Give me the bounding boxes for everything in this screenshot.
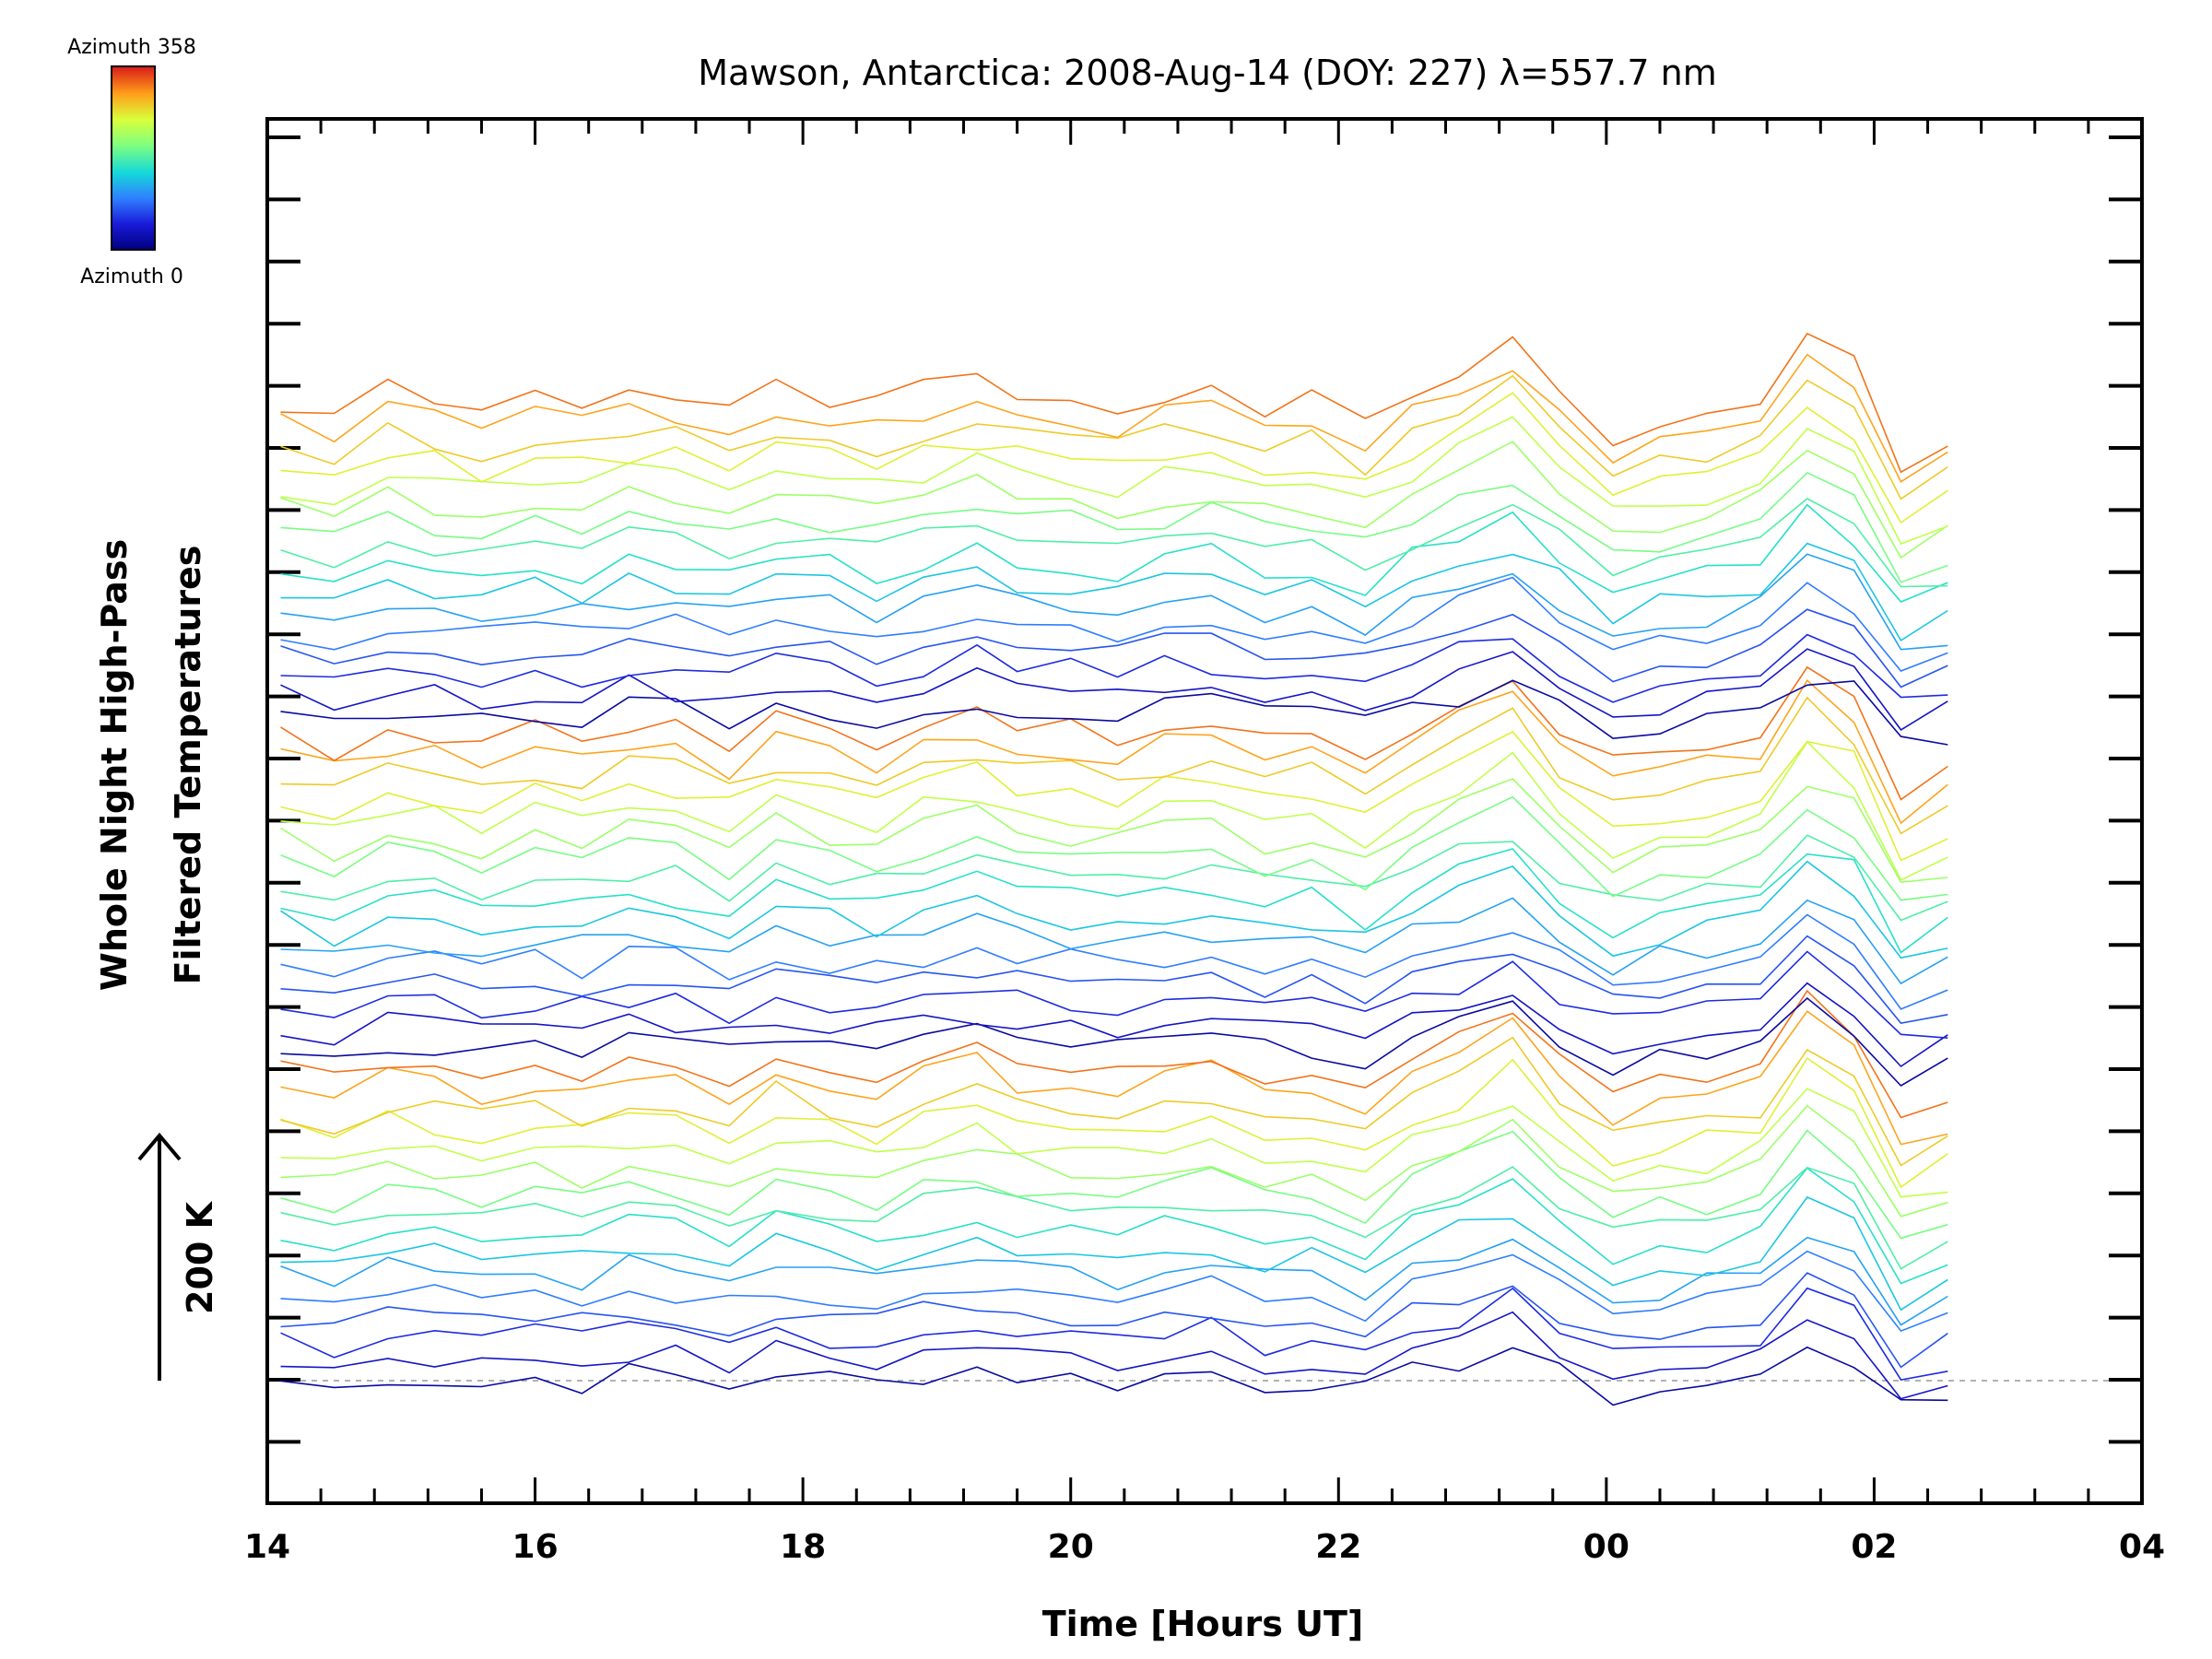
y-axis-label-line1: Whole Night High-Pass	[94, 539, 135, 991]
series-line	[280, 1129, 1948, 1240]
series-line	[280, 648, 1948, 731]
series-line	[280, 679, 1948, 746]
series-line	[280, 416, 1948, 546]
x-tick-label: 04	[2119, 1528, 2165, 1566]
x-tick-label: 02	[1851, 1528, 1897, 1566]
series-line	[280, 996, 1948, 1088]
series-line	[280, 834, 1948, 922]
series-line	[280, 1056, 1948, 1189]
x-tick-labels: 14 16 18 20 22 00 02 04	[244, 1528, 2165, 1566]
series-line	[280, 848, 1948, 954]
series-line	[280, 332, 1948, 474]
chart-title: Mawson, Antarctica: 2008-Aug-14 (DOY: 22…	[698, 53, 1717, 93]
series-line	[280, 633, 1948, 703]
series-line	[280, 471, 1948, 583]
series-line	[280, 1287, 1948, 1381]
series-line	[280, 795, 1948, 901]
axis-ticks	[265, 119, 2144, 1503]
colorbar-gradient	[111, 65, 156, 251]
x-tick-label: 00	[1583, 1528, 1630, 1566]
data-series	[280, 332, 1948, 1406]
series-line	[280, 392, 1948, 524]
scale-annotation: 200 K	[180, 1200, 220, 1314]
x-tick-label: 22	[1315, 1528, 1361, 1566]
y-axis-label-line2: Filtered Temperatures	[168, 546, 208, 985]
series-line	[280, 696, 1948, 835]
series-line	[280, 913, 1948, 1010]
series-line	[280, 678, 1948, 825]
x-tick-label: 20	[1048, 1528, 1094, 1566]
colorbar-top-label: Azimuth 358	[67, 36, 196, 59]
series-line	[280, 1166, 1948, 1270]
series-line	[280, 860, 1948, 959]
series-line	[280, 503, 1948, 603]
series-line	[280, 989, 1948, 1119]
series-line	[280, 1250, 1948, 1333]
series-line	[280, 553, 1948, 651]
series-line	[280, 1167, 1948, 1285]
colorbar: Azimuth 358 Azimuth 0	[67, 36, 196, 288]
series-line	[280, 1272, 1948, 1369]
series-line	[280, 897, 1948, 985]
series-line	[280, 665, 1948, 801]
series-line	[280, 935, 1948, 1024]
series-line	[280, 730, 1948, 862]
series-line	[280, 740, 1948, 881]
series-line	[280, 498, 1948, 588]
series-line	[280, 441, 1948, 559]
series-line	[280, 542, 1948, 642]
colorbar-bottom-label: Azimuth 0	[80, 265, 183, 288]
x-tick-label: 14	[244, 1528, 290, 1566]
series-line	[280, 608, 1948, 688]
series-line	[280, 1036, 1948, 1167]
series-line	[280, 778, 1948, 884]
series-line	[280, 1088, 1948, 1198]
scale-arrow-head	[137, 1132, 182, 1161]
series-line	[280, 950, 1948, 1039]
series-line	[280, 1195, 1948, 1312]
plot-frame	[265, 117, 2144, 1505]
series-line	[280, 576, 1948, 672]
x-tick-label: 16	[512, 1528, 559, 1566]
series-line	[280, 1010, 1948, 1146]
series-line	[280, 1236, 1948, 1326]
scale-indicator: 200 K	[137, 1132, 220, 1381]
series-line	[280, 982, 1948, 1068]
series-line	[280, 1311, 1948, 1400]
series-line	[280, 353, 1948, 483]
series-line	[280, 1346, 1948, 1406]
series-line	[280, 1104, 1948, 1218]
x-axis-label: Time [Hours UT]	[1042, 1604, 1364, 1644]
x-tick-label: 18	[780, 1528, 826, 1566]
